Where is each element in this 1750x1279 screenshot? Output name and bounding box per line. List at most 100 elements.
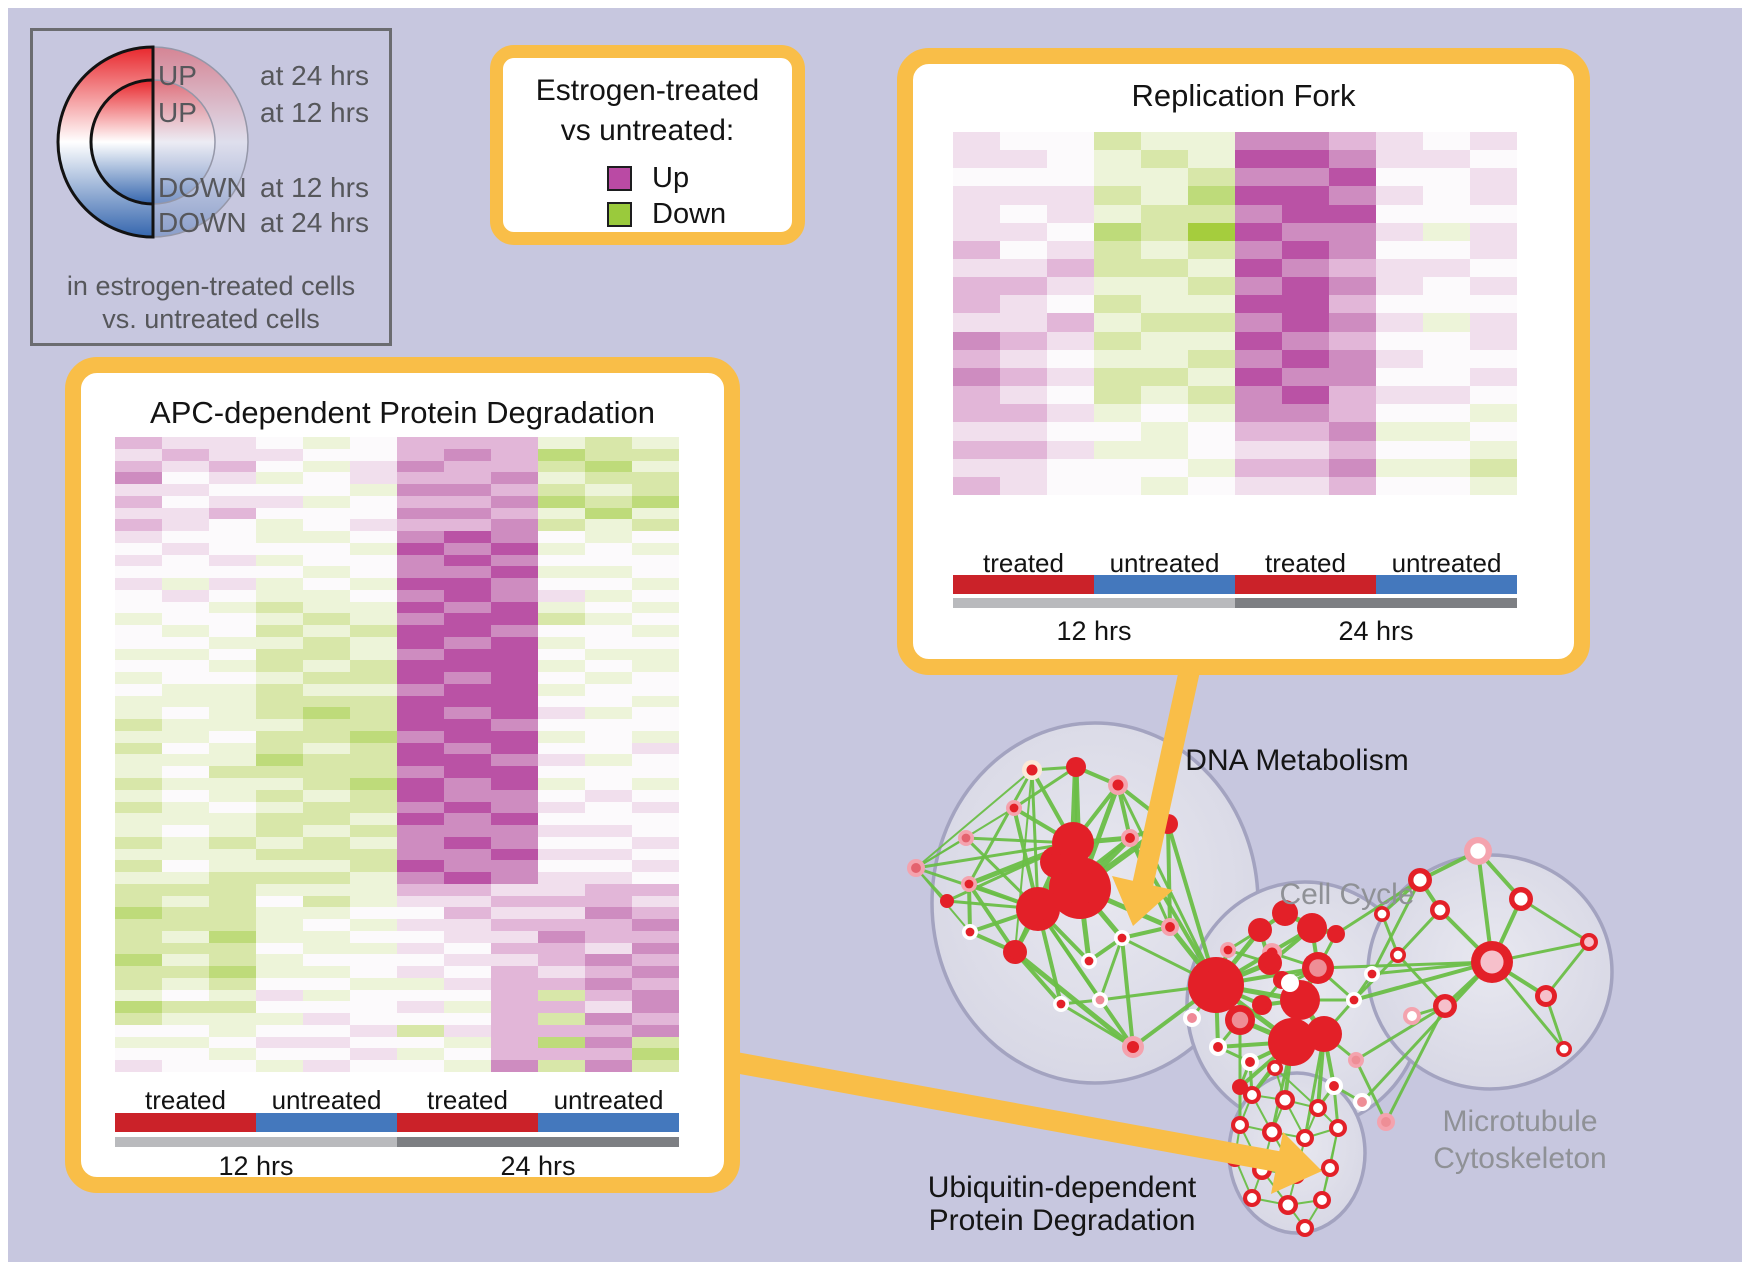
apc-heatmap-cell (632, 813, 679, 826)
apc-heatmap-cell (350, 707, 397, 720)
apc-heatmap-cell (585, 542, 632, 555)
apc-heatmap-cell (350, 742, 397, 755)
apc-heatmap-cell (397, 554, 444, 567)
rf-heatmap-cell (1282, 313, 1329, 332)
apc-heatmap-cell (538, 813, 585, 826)
apc-heatmap-cell (303, 930, 350, 943)
apc-heatmap-cell (303, 813, 350, 826)
network-edge (1317, 960, 1493, 970)
apc-heatmap-cell (444, 719, 491, 731)
apc-heatmap-cell (632, 660, 679, 673)
apc-group-label: treated (427, 1085, 508, 1115)
apc-heatmap-cell (350, 1036, 397, 1049)
rf-heatmap-cell (1282, 349, 1329, 368)
rf-heatmap-cell (1470, 186, 1517, 205)
network-node-core (1331, 929, 1341, 939)
rf-heatmap-cell (1141, 367, 1188, 387)
rf-heatmap-cell (1470, 259, 1517, 278)
apc-heatmap-cell (256, 437, 303, 449)
rf-heatmap-cell (1141, 349, 1188, 368)
apc-heatmap-cell (538, 778, 585, 790)
rf-heatmap-cell (953, 476, 1000, 495)
apc-heatmap-cell (444, 966, 491, 978)
rf-heatmap-cell (1188, 349, 1235, 368)
apc-heatmap-cell (162, 778, 209, 790)
apc-group-label: untreated (553, 1085, 664, 1115)
apc-heatmap-cell (350, 919, 397, 931)
apc-heatmap-cell (538, 531, 585, 543)
rf-heatmap-cell (1000, 331, 1047, 350)
apc-heatmap-cell (256, 672, 303, 684)
apc-heatmap-cell (256, 895, 303, 908)
apc-heatmap-cell (162, 589, 209, 602)
apc-heatmap-cell (632, 825, 679, 837)
apc-heatmap-cell (632, 954, 679, 967)
apc-heatmap-cell (632, 907, 679, 920)
apc-heatmap-cell (303, 907, 350, 920)
apc-heatmap-cell (115, 919, 162, 931)
rf-heatmap-cell (1423, 422, 1470, 441)
down-label: Down (652, 197, 727, 230)
apc-heatmap-cell (585, 836, 632, 849)
apc-heatmap-cell (397, 472, 444, 485)
apc-heatmap-cell (115, 942, 162, 955)
apc-heatmap-cell (491, 660, 538, 673)
apc-heatmap-cell (350, 472, 397, 485)
network-edge (1544, 941, 1591, 997)
apc-heatmap-cell (632, 848, 679, 861)
apc-heatmap-cell (209, 895, 256, 908)
apc-heatmap-cell (350, 578, 397, 590)
apc-heatmap-cell (162, 895, 209, 908)
network-node-core (961, 833, 971, 843)
network-node-core (1559, 1044, 1569, 1054)
rf-heatmap-cell (1188, 168, 1235, 187)
apc-heatmap-cell (162, 872, 209, 884)
network-edge (1384, 1005, 1447, 1123)
apc-heatmap-cell (397, 719, 444, 731)
network-node-core (1349, 995, 1359, 1005)
rf-heatmap-cell (953, 259, 1000, 278)
network-node-core (1125, 833, 1135, 843)
apc-heatmap-cell (632, 730, 679, 743)
apc-heatmap-cell (538, 895, 585, 908)
rf-heatmap-cell (953, 422, 1000, 441)
apc-heatmap-cell (397, 872, 444, 884)
apc-heatmap-cell (209, 695, 256, 708)
rf-heatmap-cell (953, 440, 1000, 459)
apc-treatment-bar (397, 1113, 538, 1132)
apc-heatmap-cell (209, 1036, 256, 1049)
apc-heatmap-cell (397, 437, 444, 449)
network-edge (1116, 784, 1218, 986)
apc-heatmap-cell (162, 1013, 209, 1025)
rf-heatmap-cell (1282, 132, 1329, 151)
apc-heatmap-cell (397, 813, 444, 826)
apc-heatmap-cell (115, 683, 162, 696)
apc-heatmap-cell (491, 883, 538, 896)
apc-heatmap-cell (585, 566, 632, 579)
apc-heatmap-cell (209, 766, 256, 779)
apc-heatmap-cell (444, 531, 491, 543)
rf-heatmap-cell (1282, 259, 1329, 278)
apc-heatmap-cell (256, 495, 303, 508)
apc-heatmap-cell (162, 836, 209, 849)
apc-heatmap-cell (444, 789, 491, 802)
apc-heatmap-cell (538, 977, 585, 990)
apc-heatmap-cell (585, 519, 632, 532)
apc-heatmap-cell (115, 566, 162, 579)
apc-heatmap-cell (256, 589, 303, 602)
apc-heatmap-cell (350, 1024, 397, 1037)
rf-heatmap-cell (1423, 476, 1470, 495)
apc-heatmap-cell (632, 789, 679, 802)
apc-heatmap-cell (491, 966, 538, 978)
apc-heatmap-cell (444, 1001, 491, 1014)
apc-heatmap-cell (444, 977, 491, 990)
apc-heatmap-cell (538, 495, 585, 508)
rf-heatmap-cell (1235, 204, 1282, 223)
network-node-core (1247, 1090, 1257, 1100)
rf-heatmap-cell (1000, 277, 1047, 296)
apc-heatmap-cell (538, 448, 585, 461)
network-node-core (1008, 945, 1022, 959)
apc-heatmap-cell (256, 1001, 303, 1014)
apc-heatmap-cell (538, 1001, 585, 1014)
rf-heatmap-cell (1047, 295, 1094, 314)
